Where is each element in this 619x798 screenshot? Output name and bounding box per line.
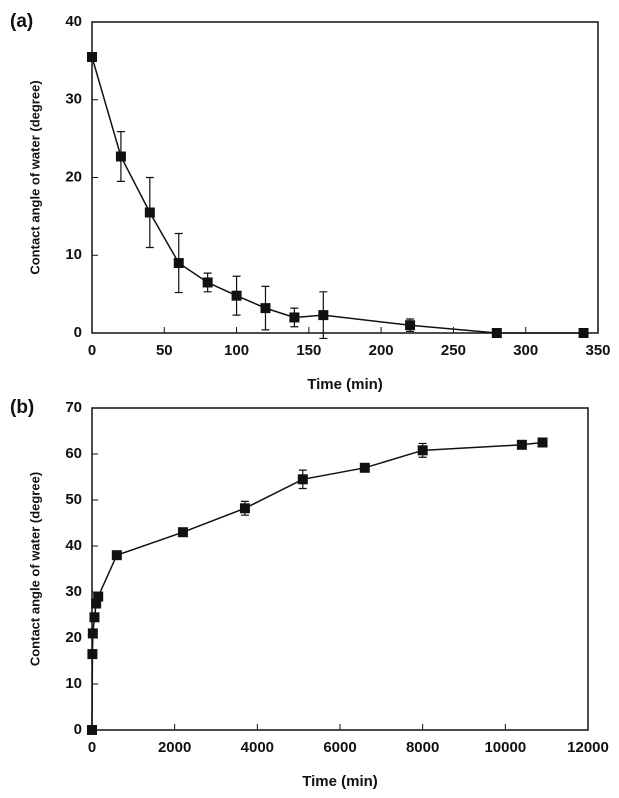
marker [318, 310, 329, 321]
marker [87, 628, 98, 639]
x-tick-label: 4000 [241, 739, 274, 756]
x-tick-label: 200 [369, 342, 394, 359]
marker [537, 437, 548, 448]
marker [89, 612, 100, 623]
x-tick-label: 350 [585, 342, 610, 359]
marker [173, 258, 184, 269]
plot-frame [91, 21, 599, 334]
marker [87, 725, 97, 735]
x-tick-label: 0 [88, 739, 96, 756]
y-tick-label: 20 [65, 168, 82, 185]
marker [417, 445, 428, 456]
x-tick-label: 300 [513, 342, 538, 359]
marker [144, 207, 155, 218]
panel-label: (a) [10, 11, 33, 32]
data-line [91, 56, 584, 334]
x-axis-title: Time (min) [302, 773, 378, 790]
x-tick-label: 0 [88, 342, 96, 359]
y-tick-label: 30 [65, 583, 82, 600]
x-tick-label: 6000 [323, 739, 356, 756]
marker [87, 51, 97, 62]
x-tick-label: 8000 [406, 739, 439, 756]
marker [111, 550, 122, 561]
marker [578, 328, 589, 338]
x-axis-title: Time (min) [307, 376, 383, 393]
marker [177, 527, 188, 538]
y-tick-label: 0 [74, 721, 82, 738]
marker [405, 320, 416, 331]
marker [297, 474, 308, 485]
y-tick-label: 0 [74, 324, 82, 341]
marker [231, 290, 242, 301]
marker [260, 303, 271, 314]
x-tick-label: 50 [156, 342, 173, 359]
marker [87, 649, 98, 660]
marker [289, 312, 300, 323]
x-tick-label: 2000 [158, 739, 191, 756]
marker [202, 277, 213, 288]
y-tick-label: 10 [65, 246, 82, 263]
marker [115, 151, 126, 162]
y-tick-label: 40 [65, 537, 82, 554]
y-axis-title: Contact angle of water (degree) [27, 80, 42, 274]
marker [239, 503, 250, 514]
y-tick-label: 20 [65, 629, 82, 646]
plot-frame [91, 407, 589, 731]
x-tick-label: 150 [296, 342, 321, 359]
y-tick-label: 30 [65, 91, 82, 108]
marker [91, 598, 102, 609]
y-tick-label: 40 [65, 13, 82, 30]
y-tick-label: 70 [65, 399, 82, 416]
marker [491, 328, 502, 338]
y-tick-label: 50 [65, 491, 82, 508]
panel-label: (b) [10, 397, 34, 418]
x-tick-label: 250 [441, 342, 466, 359]
y-tick-label: 10 [65, 675, 82, 692]
x-tick-label: 100 [224, 342, 249, 359]
x-tick-label: 12000 [567, 739, 609, 756]
data-line [91, 441, 543, 731]
marker [359, 462, 370, 473]
y-tick-label: 60 [65, 445, 82, 462]
marker [516, 439, 527, 450]
y-axis-title: Contact angle of water (degree) [27, 472, 42, 666]
marker [93, 591, 104, 602]
x-tick-label: 10000 [484, 739, 526, 756]
